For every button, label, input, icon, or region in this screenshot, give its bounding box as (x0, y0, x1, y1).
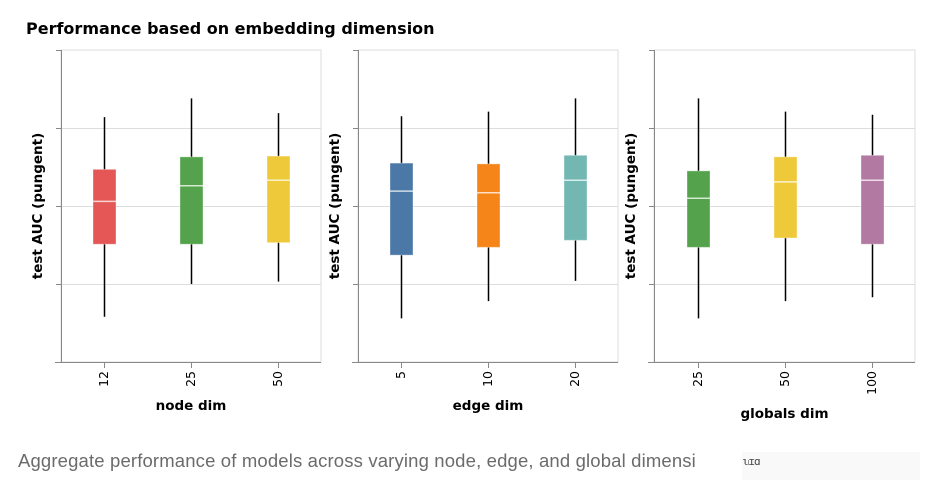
x-tick-label: 50 (270, 371, 285, 387)
chart: Performance based on embedding dimension… (26, 19, 916, 422)
box-10: 10 (476, 111, 501, 387)
x-tick-label: 20 (567, 371, 582, 387)
box-12: 12 (92, 117, 117, 387)
x-tick-label: 100 (864, 371, 879, 395)
panel-3: test AUC (pungent) globals dim 25 50 100 (623, 49, 916, 422)
box-100: 100 (860, 114, 885, 395)
panel-2: test AUC (pungent) edge dim 5 10 20 (327, 49, 619, 414)
box-iqr (389, 162, 414, 256)
figure-caption: Aggregate performance of models across v… (18, 450, 696, 471)
y-axis-title: test AUC (pungent) (327, 133, 343, 280)
box-50: 50 (773, 111, 798, 387)
x-tick-label: 5 (393, 371, 408, 379)
x-tick-label: 25 (690, 371, 705, 387)
box-iqr (266, 155, 291, 244)
x-tick-label: 50 (777, 371, 792, 387)
box-5: 5 (389, 116, 414, 379)
box-50: 50 (266, 113, 291, 387)
x-axis-title: globals dim (740, 406, 828, 422)
box-25: 25 (179, 98, 204, 387)
x-tick-label: 10 (480, 371, 495, 387)
y-axis-title: test AUC (pungent) (623, 133, 639, 280)
box-iqr (92, 168, 117, 245)
chart-title: Performance based on embedding dimension (26, 19, 435, 38)
box-20: 20 (563, 98, 588, 387)
box-iqr (476, 163, 501, 248)
x-tick-label: 25 (183, 371, 198, 387)
caption-overlay (742, 452, 920, 480)
box-25: 25 (686, 98, 711, 387)
box-iqr (563, 154, 588, 241)
x-axis-title: edge dim (453, 398, 524, 414)
box-iqr (686, 170, 711, 248)
x-axis-title: node dim (156, 398, 227, 414)
box-iqr (179, 156, 204, 245)
panel-1: test AUC (pungent) node dim 12 25 50 (30, 49, 322, 414)
y-axis-title: test AUC (pungent) (30, 133, 46, 280)
box-iqr (773, 156, 798, 239)
x-tick-label: 12 (96, 371, 111, 387)
box-iqr (860, 154, 885, 245)
caption-garbled-text: ɩ၊ɪɑ (742, 455, 761, 468)
